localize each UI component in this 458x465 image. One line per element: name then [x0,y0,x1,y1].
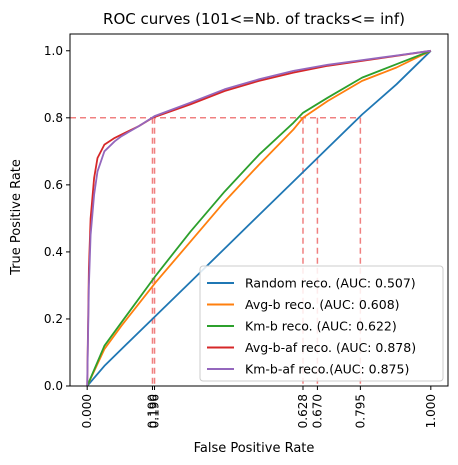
legend: Random reco. (AUC: 0.507) Avg-b reco. (AU… [199,265,444,382]
plot-frame [69,33,449,387]
x-axis-label: False Positive Rate [194,441,315,456]
legend-label-4: Km-b-af reco.(AUC: 0.875) [245,362,409,377]
y-tick-label-1: 0.2 [44,312,63,326]
x-tick-label-0: 0.000 [80,394,94,428]
series-lines [86,49,432,387]
x-tick-label-6: 1.000 [424,394,438,428]
y-axis-label: True Positive Rate [9,159,24,276]
legend-label-0: Random reco. (AUC: 0.507) [245,276,416,291]
y-tick-label-5: 1.0 [44,44,63,58]
series-line-0 [86,50,432,387]
x-tick-label-5: 0.795 [353,394,367,428]
x-tick-label-4: 0.670 [310,394,324,428]
y-axis-ticks: 0.0 0.2 0.4 0.6 0.8 1.0 [44,44,70,393]
x-tick-label-1: 0.190 [145,394,159,428]
legend-label-1: Avg-b reco. (AUC: 0.608) [245,297,400,312]
legend-label-3: Avg-b-af reco. (AUC: 0.878) [245,340,416,355]
y-tick-label-4: 0.8 [44,111,63,125]
y-tick-label-2: 0.4 [44,245,63,259]
y-tick-label-3: 0.6 [44,178,63,192]
legend-label-2: Km-b reco. (AUC: 0.622) [245,319,397,334]
series-line-1 [86,49,432,387]
x-tick-label-3: 0.628 [296,394,310,428]
x-tick-label-2: 0.196 [148,394,162,428]
series-line-4 [86,49,431,387]
legend-box [199,265,444,382]
y-tick-label-0: 0.0 [44,379,63,393]
series-line-2 [86,49,432,387]
chart-title: ROC curves (101<=Nb. of tracks<= inf) [103,10,405,28]
